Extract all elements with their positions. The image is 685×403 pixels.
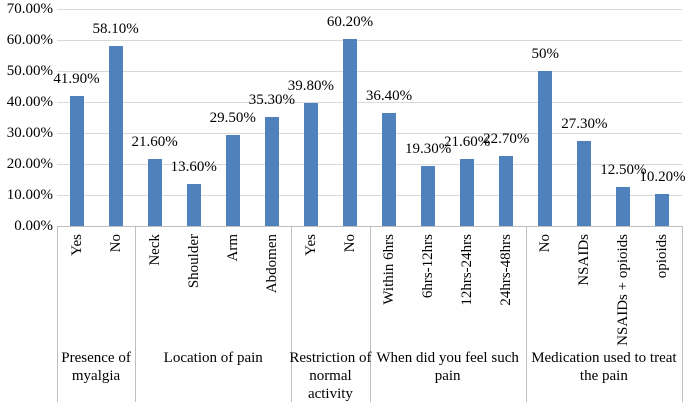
bar bbox=[460, 159, 475, 226]
y-axis-tick-label: 40.00% bbox=[6, 94, 53, 110]
bar-data-label: 10.20% bbox=[639, 169, 685, 186]
bar-data-label: 41.90% bbox=[53, 71, 100, 88]
y-axis-tick-label: 70.00% bbox=[6, 1, 53, 17]
bar-data-label: 19.30% bbox=[404, 141, 452, 158]
category-tick-label: NSAIDs + opioids bbox=[615, 234, 632, 346]
bar-data-label: 27.30% bbox=[561, 116, 608, 133]
gridline bbox=[57, 133, 682, 134]
group-axis-label-line: activity bbox=[307, 386, 353, 402]
gridline bbox=[57, 195, 682, 196]
bar-data-label: 21.60% bbox=[131, 134, 178, 151]
group-axis-label: When did you feel such pain bbox=[366, 349, 530, 385]
group-axis-label: Location of pain bbox=[131, 349, 295, 367]
category-tick-label: NSAIDs bbox=[576, 234, 593, 286]
category-tick-label: 6hrs-12hrs bbox=[420, 234, 437, 299]
gridline bbox=[57, 9, 682, 10]
y-axis-tick-label: 50.00% bbox=[6, 63, 53, 79]
gridline bbox=[57, 71, 682, 72]
group-axis-label: Medication used to treat the pain bbox=[522, 349, 685, 385]
y-axis-tick-label: 20.00% bbox=[6, 156, 53, 172]
category-tick-label: 12hrs-24hrs bbox=[459, 234, 476, 306]
group-axis-label-line: pain bbox=[434, 368, 461, 384]
bar bbox=[303, 102, 318, 226]
category-tick-label: Neck bbox=[146, 234, 163, 266]
category-tick-label: opioids bbox=[654, 234, 671, 279]
bar bbox=[186, 183, 201, 226]
group-divider bbox=[370, 226, 371, 402]
group-axis-label-line: Restriction of bbox=[289, 350, 372, 366]
y-axis-tick-label: 0.00% bbox=[14, 218, 53, 234]
gridline bbox=[57, 102, 682, 103]
bar-data-label: 39.80% bbox=[287, 77, 335, 94]
bar bbox=[421, 166, 436, 226]
bar-data-label: 36.40% bbox=[365, 88, 413, 105]
bar-data-label: 12.50% bbox=[600, 162, 647, 179]
group-axis-label-line: Location of pain bbox=[163, 350, 263, 366]
bar-data-label: 21.60% bbox=[444, 134, 491, 151]
category-tick-label: No bbox=[537, 234, 554, 253]
bar bbox=[577, 141, 592, 226]
category-tick-label: Abdomen bbox=[263, 234, 280, 294]
bar-data-label: 50% bbox=[531, 46, 560, 62]
category-tick-label: Arm bbox=[224, 234, 241, 262]
bar bbox=[616, 187, 631, 226]
bar bbox=[147, 159, 162, 226]
bar-data-label: 60.20% bbox=[326, 14, 374, 31]
bar-data-label: 29.50% bbox=[209, 109, 256, 126]
group-axis-label-line: normal bbox=[309, 368, 352, 384]
group-divider bbox=[57, 226, 58, 402]
y-axis-tick-label: 30.00% bbox=[6, 125, 53, 141]
category-tick-label: Yes bbox=[302, 234, 319, 256]
category-tick-label: No bbox=[107, 234, 124, 253]
group-divider bbox=[526, 226, 527, 402]
bar bbox=[342, 39, 357, 226]
bar-data-label: 22.70% bbox=[483, 130, 530, 147]
bar bbox=[538, 71, 553, 226]
group-axis-label: Restriction of normal activity bbox=[287, 349, 373, 403]
bar-data-label: 13.60% bbox=[170, 158, 217, 175]
bar bbox=[655, 194, 670, 226]
group-axis-label-line: Medication used to treat bbox=[531, 350, 677, 366]
category-tick-label: Yes bbox=[68, 234, 85, 256]
group-divider bbox=[135, 226, 136, 402]
group-divider bbox=[682, 226, 683, 402]
bar bbox=[382, 113, 397, 226]
bar bbox=[108, 45, 123, 226]
bar bbox=[225, 134, 240, 226]
bar bbox=[264, 116, 279, 226]
group-axis-label-line: When did you feel such bbox=[376, 350, 519, 366]
group-divider bbox=[291, 226, 292, 402]
y-axis-tick-label: 60.00% bbox=[6, 32, 53, 48]
bar bbox=[69, 96, 84, 226]
y-axis-tick-label: 10.00% bbox=[6, 187, 53, 203]
gridline bbox=[57, 40, 682, 41]
group-axis-label-line: the pain bbox=[579, 368, 628, 384]
category-tick-label: 24hrs-48hrs bbox=[498, 234, 515, 306]
category-tick-label: Shoulder bbox=[185, 234, 202, 289]
bar-data-label: 35.30% bbox=[248, 91, 295, 108]
group-axis-label-line: Presence of bbox=[61, 350, 131, 366]
gridline bbox=[57, 164, 682, 165]
group-axis-label-line: myalgia bbox=[71, 368, 121, 384]
bar bbox=[499, 155, 514, 226]
bar-data-label: 58.10% bbox=[92, 20, 139, 37]
category-tick-label: Within 6hrs bbox=[381, 234, 398, 305]
category-tick-label: No bbox=[341, 234, 358, 253]
group-axis-label: Presence of myalgia bbox=[53, 349, 139, 385]
